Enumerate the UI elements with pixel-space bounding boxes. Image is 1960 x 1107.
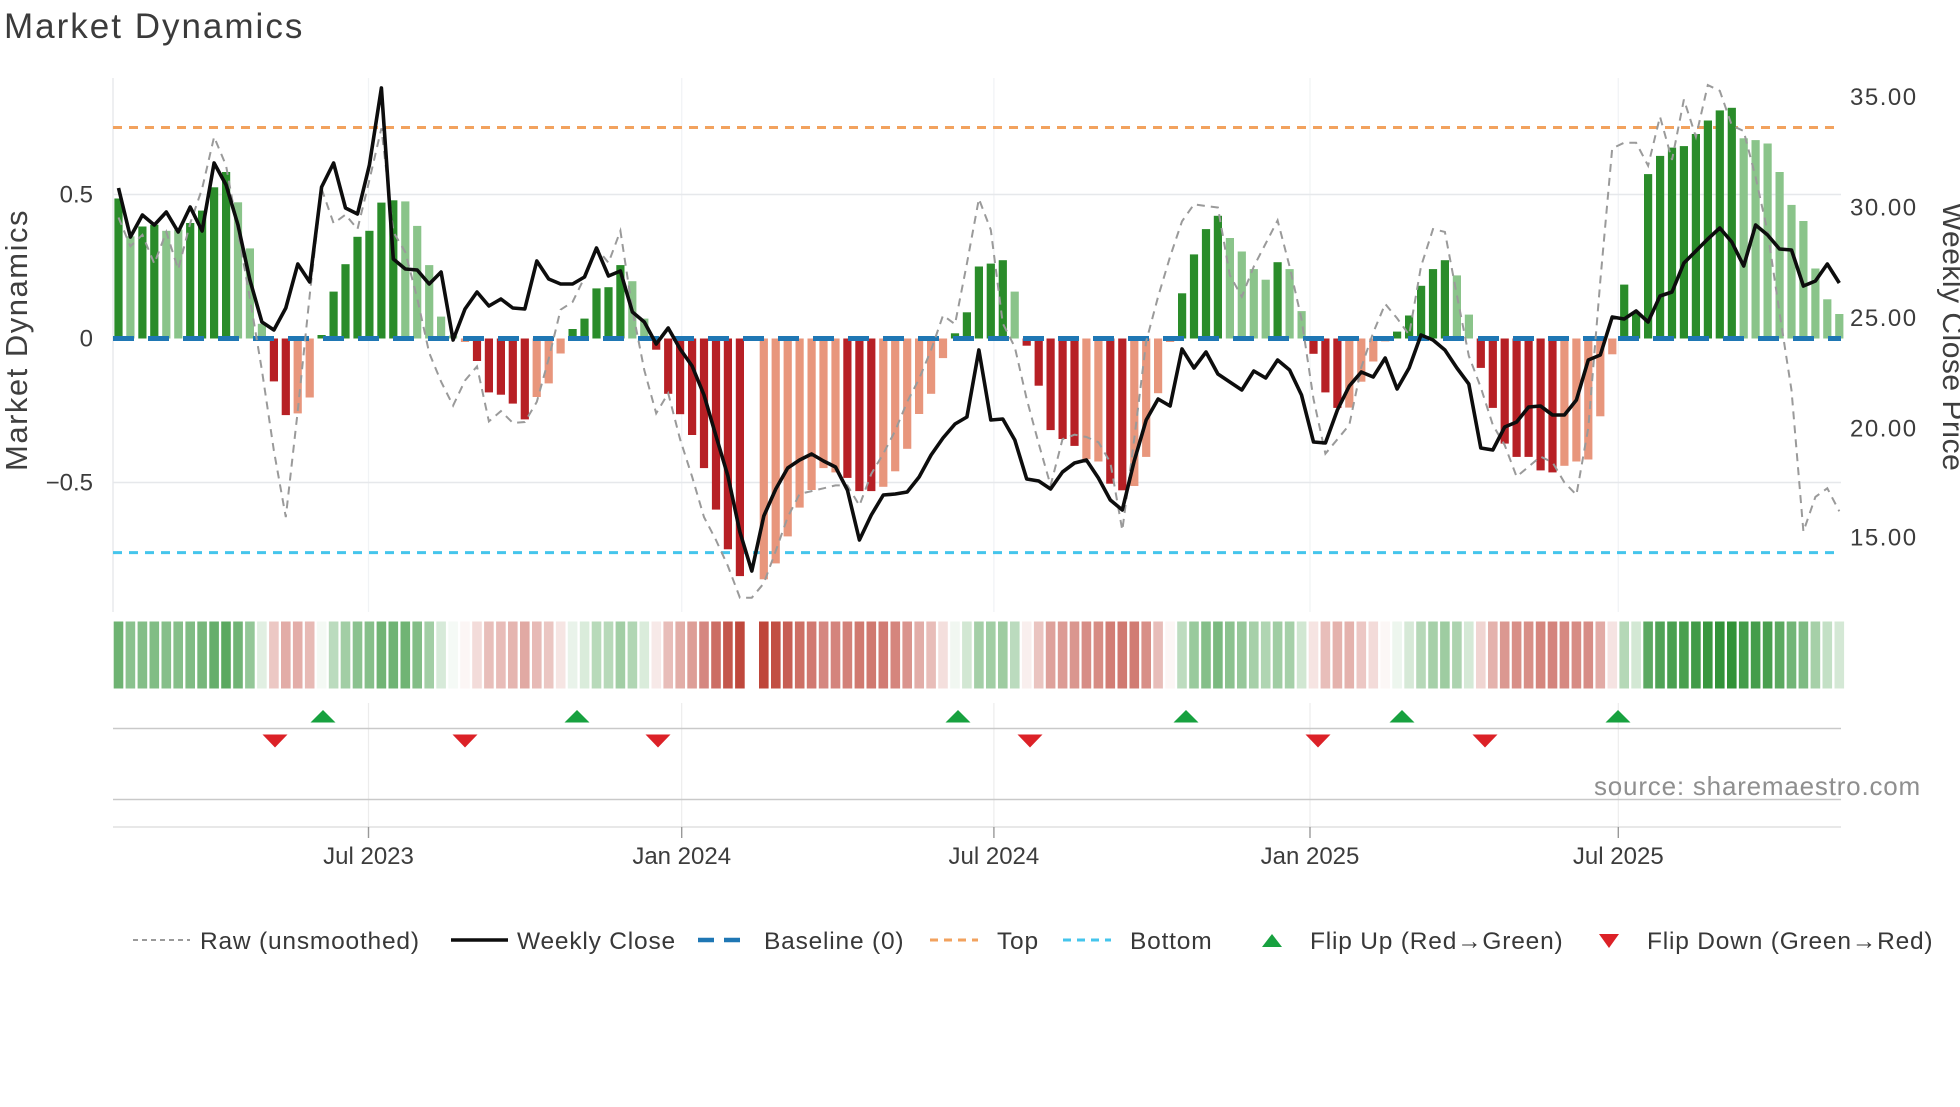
svg-text:Baseline (0): Baseline (0) bbox=[764, 928, 904, 955]
svg-text:Jan 2024: Jan 2024 bbox=[632, 843, 731, 870]
svg-text:Bottom: Bottom bbox=[1130, 928, 1212, 955]
svg-text:source: sharemaestro.com: source: sharemaestro.com bbox=[1594, 771, 1921, 801]
svg-text:20.00: 20.00 bbox=[1850, 416, 1918, 443]
svg-text:Jan 2025: Jan 2025 bbox=[1261, 843, 1360, 870]
svg-text:Raw (unsmoothed): Raw (unsmoothed) bbox=[200, 928, 420, 955]
svg-text:30.00: 30.00 bbox=[1850, 195, 1918, 222]
svg-text:Market Dynamics: Market Dynamics bbox=[4, 7, 304, 46]
svg-text:Weekly Close Price: Weekly Close Price bbox=[1936, 203, 1960, 472]
svg-text:15.00: 15.00 bbox=[1850, 525, 1918, 552]
svg-text:35.00: 35.00 bbox=[1850, 84, 1918, 111]
svg-text:Jul 2023: Jul 2023 bbox=[323, 843, 414, 870]
svg-text:0.5: 0.5 bbox=[60, 182, 93, 209]
svg-text:Jul 2025: Jul 2025 bbox=[1573, 843, 1664, 870]
svg-text:Flip Up (Red→Green): Flip Up (Red→Green) bbox=[1310, 928, 1563, 955]
svg-text:25.00: 25.00 bbox=[1850, 305, 1918, 332]
svg-text:0: 0 bbox=[80, 326, 93, 353]
svg-text:Jul 2024: Jul 2024 bbox=[949, 843, 1040, 870]
svg-text:−0.5: −0.5 bbox=[46, 470, 93, 497]
svg-text:Weekly Close: Weekly Close bbox=[517, 928, 676, 955]
svg-text:Flip Down (Green→Red): Flip Down (Green→Red) bbox=[1647, 928, 1933, 955]
svg-text:Market Dynamics: Market Dynamics bbox=[0, 209, 34, 471]
svg-text:Top: Top bbox=[997, 928, 1039, 955]
